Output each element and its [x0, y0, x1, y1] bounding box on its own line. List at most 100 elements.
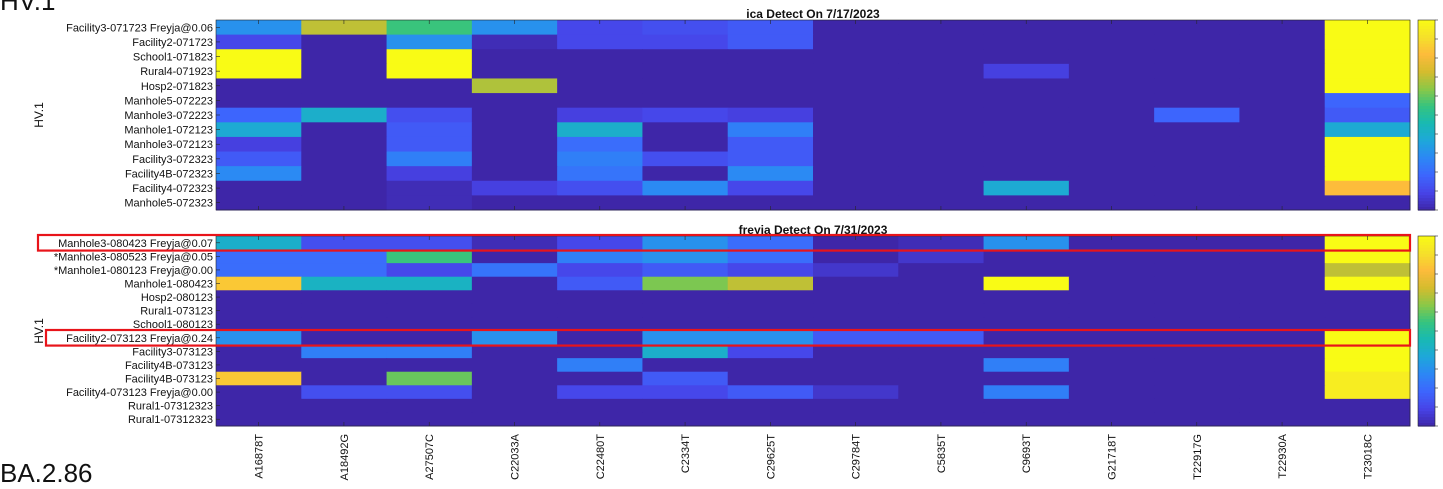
- heatmap-cell: [386, 344, 473, 359]
- heatmap-cell: [1068, 136, 1155, 153]
- y-tick-label: *Manhole3-080523 Freyja@0.05: [54, 251, 213, 263]
- heatmap-cell: [216, 195, 302, 211]
- heatmap-panel-2: freyja Detect On 7/31/2023 Manhole3-08042…: [32, 223, 1438, 480]
- heatmap-cell: [813, 249, 899, 264]
- heatmap-cell: [301, 317, 388, 332]
- heatmap-cell: [983, 263, 1070, 278]
- heatmap-cell: [813, 107, 899, 123]
- heatmap-cell: [813, 151, 899, 167]
- colorbar-band: [1418, 147, 1435, 152]
- colorbar-band: [1418, 28, 1435, 33]
- colorbar-band: [1418, 189, 1435, 193]
- colorbar-band: [1418, 40, 1435, 45]
- heatmap-cell: [727, 249, 814, 264]
- colorbar-band: [1418, 292, 1435, 296]
- heatmap-cell: [1068, 290, 1155, 305]
- heatmap-cell: [727, 63, 814, 79]
- chart-title: ica Detect On 7/17/2023: [746, 7, 880, 21]
- heatmap-cell: [1154, 122, 1240, 138]
- heatmap-cell: [1068, 20, 1155, 36]
- heatmap-cell: [471, 151, 558, 167]
- heatmap-cell: [1068, 122, 1155, 138]
- heatmap-cell: [1154, 331, 1240, 346]
- heatmap-cell: [1068, 385, 1155, 400]
- heatmap-cell: [1154, 107, 1240, 123]
- heatmap-cell: [898, 166, 985, 182]
- heatmap-cell: [1154, 263, 1240, 278]
- colorbar-band: [1418, 34, 1435, 39]
- heatmap-cell: [1154, 78, 1240, 94]
- colorbar-band: [1418, 345, 1435, 350]
- colorbar-band: [1418, 129, 1435, 134]
- heatmap-cell: [813, 63, 899, 79]
- heatmap-cell: [983, 166, 1070, 182]
- heatmap-cell: [557, 78, 643, 94]
- colorbar-band: [1418, 357, 1435, 362]
- y-tick-label: Manhole3-072123: [124, 139, 213, 151]
- heatmap-cell: [471, 20, 558, 36]
- heatmap-cell: [1068, 276, 1155, 291]
- highlight-box: [36, 233, 1412, 252]
- heatmap-cell: [216, 317, 302, 332]
- colorbar-band: [1418, 271, 1435, 276]
- heatmap-cell: [1324, 398, 1411, 413]
- y-tick-label: Facility4B-073123: [125, 374, 213, 386]
- colorbar-band: [1418, 372, 1435, 377]
- heatmap-cell: [727, 358, 814, 373]
- heatmap-cell: [1068, 412, 1155, 427]
- colorbar-band: [1418, 106, 1435, 110]
- heatmap-cell: [386, 107, 473, 123]
- heatmap-cell: [813, 136, 899, 153]
- heatmap-cell: [1324, 180, 1411, 196]
- heatmap-cell: [301, 412, 388, 427]
- heatmap-cell: [471, 136, 558, 153]
- heatmap-cell: [898, 412, 985, 427]
- heatmap-cell: [1068, 49, 1155, 65]
- colorbar-band: [1418, 207, 1435, 211]
- y-tick-label: School1-071823: [133, 52, 213, 64]
- heatmap-cell: [727, 166, 814, 182]
- heatmap-cell: [386, 412, 473, 427]
- heatmap-cell: [1239, 34, 1326, 50]
- colorbar-band: [1418, 46, 1435, 51]
- heatmap-cell: [642, 195, 729, 211]
- heatmap-cell: [301, 93, 388, 109]
- heatmap-cell: [557, 290, 643, 305]
- heatmap-cell: [642, 122, 729, 138]
- colorbar-band: [1418, 31, 1435, 36]
- heatmap-cell: [1239, 122, 1326, 138]
- y-tick-label: Manhole3-080423 Freyja@0.07: [58, 238, 213, 250]
- heatmap-cell: [216, 331, 302, 346]
- heatmap-cell: [813, 180, 899, 196]
- heatmap-cell: [898, 20, 985, 36]
- heatmap-cell: [983, 303, 1070, 318]
- heatmap-cell: [301, 358, 388, 373]
- x-tick-label: T23018C: [1362, 434, 1374, 479]
- heatmap-cell: [642, 331, 729, 346]
- colorbar-band: [1418, 348, 1435, 353]
- heatmap-cell: [301, 180, 388, 196]
- heatmap-cell: [983, 49, 1070, 65]
- heatmap-cell: [1154, 249, 1240, 264]
- heatmap-cell: [1324, 317, 1411, 332]
- heatmap-cell: [813, 78, 899, 94]
- colorbar-band: [1418, 85, 1435, 89]
- heatmap-cell: [386, 249, 473, 264]
- heatmap-cell: [557, 136, 643, 153]
- heatmap-cell: [1239, 236, 1326, 251]
- heatmap-cell: [642, 412, 729, 427]
- heatmap-cell: [813, 93, 899, 109]
- heatmap-cell: [727, 78, 814, 94]
- heatmap-cell: [557, 180, 643, 196]
- colorbar-band: [1418, 384, 1435, 389]
- heatmap-cell: [983, 20, 1070, 36]
- heatmap-cell: [642, 249, 729, 264]
- y-tick-label: Facility2-073123 Freyja@0.24: [66, 333, 213, 345]
- y-tick-label: Manhole5-072223: [124, 95, 213, 107]
- x-tick-label: A27507C: [424, 434, 436, 480]
- heatmap-cell: [813, 166, 899, 182]
- colorbar-band: [1418, 153, 1435, 158]
- heatmap-cell: [216, 49, 302, 65]
- heatmap-cell: [1324, 263, 1411, 278]
- colorbar-band: [1418, 79, 1435, 83]
